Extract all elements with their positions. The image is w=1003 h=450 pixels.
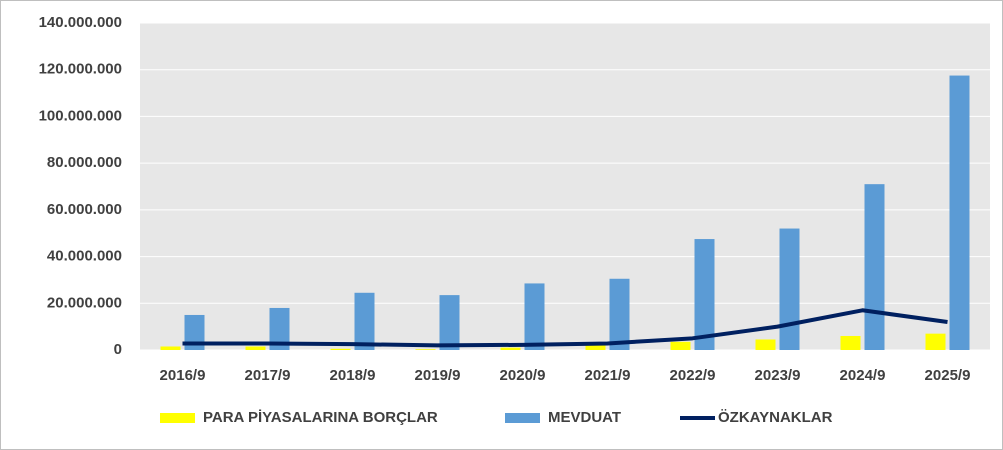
bar	[500, 347, 521, 350]
bar	[415, 349, 436, 350]
x-tick-label: 2018/9	[330, 367, 376, 384]
plot-area	[140, 23, 990, 350]
legend-swatch	[505, 413, 540, 423]
bar	[755, 339, 776, 350]
legend-label: ÖZKAYNAKLAR	[718, 409, 833, 426]
x-tick-label: 2022/9	[670, 367, 716, 384]
bar	[160, 346, 181, 350]
legend-label: PARA PİYASALARINA BORÇLAR	[203, 409, 438, 426]
y-tick-label: 120.000.000	[39, 61, 122, 78]
legend-swatch	[160, 413, 195, 423]
bar	[330, 348, 351, 350]
y-tick-label: 60.000.000	[47, 201, 122, 218]
x-tick-label: 2024/9	[840, 367, 886, 384]
y-tick-label: 40.000.000	[47, 248, 122, 265]
y-tick-label: 0	[114, 341, 122, 358]
x-tick-label: 2021/9	[585, 367, 631, 384]
bar	[269, 307, 290, 350]
bar	[439, 295, 460, 350]
x-tick-label: 2025/9	[925, 367, 971, 384]
y-tick-label: 20.000.000	[47, 294, 122, 311]
bar	[694, 239, 715, 350]
bar	[585, 345, 606, 350]
bar	[184, 314, 205, 350]
x-tick-label: 2017/9	[245, 367, 291, 384]
x-tick-label: 2019/9	[415, 367, 461, 384]
y-tick-label: 140.000.000	[39, 14, 122, 31]
legend-label: MEVDUAT	[548, 409, 621, 426]
bar	[840, 335, 861, 350]
bar	[524, 283, 545, 350]
bar	[949, 75, 970, 350]
y-tick-label: 100.000.000	[39, 107, 122, 124]
bar	[354, 292, 375, 350]
line-series	[182, 308, 948, 348]
bar	[925, 333, 946, 350]
x-tick-label: 2023/9	[755, 367, 801, 384]
y-tick-label: 80.000.000	[47, 154, 122, 171]
bar	[609, 278, 630, 350]
bar	[864, 184, 885, 350]
bar	[670, 341, 691, 350]
x-tick-label: 2020/9	[500, 367, 546, 384]
x-tick-label: 2016/9	[160, 367, 206, 384]
bar	[245, 346, 266, 350]
bar	[779, 228, 800, 350]
